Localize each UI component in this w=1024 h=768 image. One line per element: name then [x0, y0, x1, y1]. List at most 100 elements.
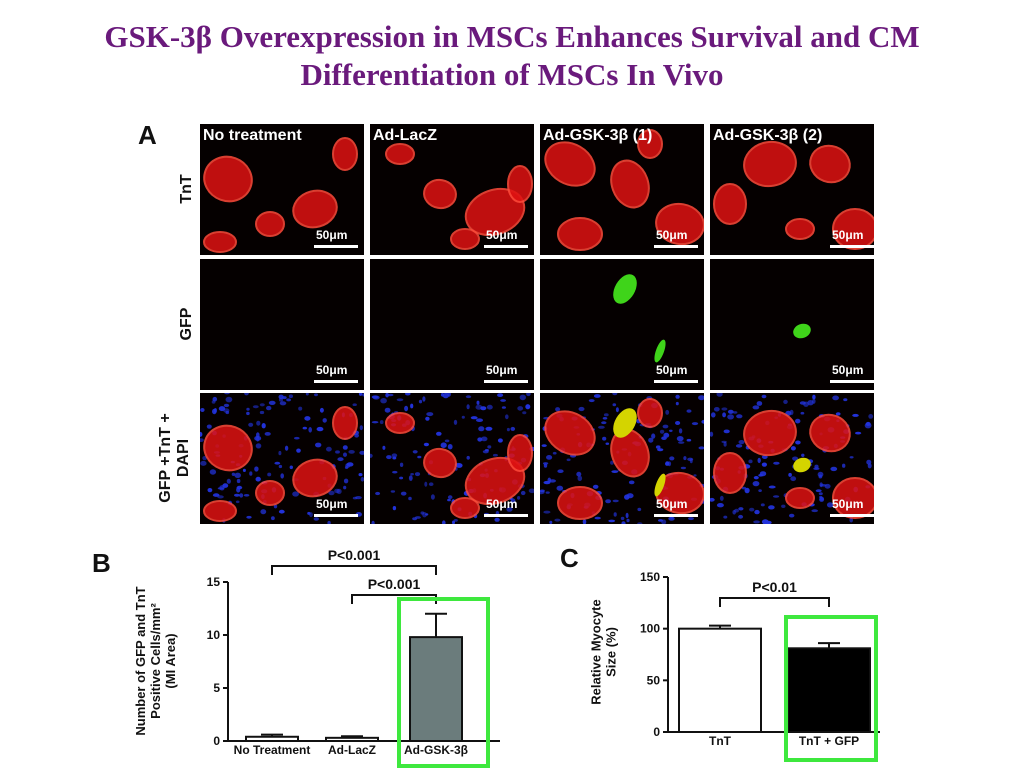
dapi-nucleus: [688, 517, 694, 521]
dapi-nucleus: [242, 468, 246, 472]
dapi-nucleus: [452, 520, 455, 524]
tnt-cell: [610, 159, 650, 209]
dapi-nucleus: [843, 398, 848, 402]
dapi-nucleus: [612, 393, 618, 396]
dapi-nucleus: [761, 519, 769, 524]
dapi-nucleus: [322, 418, 327, 423]
tnt-cell: [203, 500, 237, 522]
dapi-nucleus: [399, 476, 404, 480]
dapi-nucleus: [405, 393, 411, 396]
micrograph-r2-c3: 50μm: [540, 259, 704, 390]
dapi-nucleus: [379, 420, 384, 425]
dapi-nucleus: [864, 422, 872, 429]
dapi-nucleus: [326, 446, 332, 452]
micrograph-r1-c2: 50μm Ad-LacZ: [370, 124, 534, 255]
dapi-nucleus: [543, 463, 548, 468]
dapi-nucleus: [391, 453, 398, 458]
dapi-nucleus: [200, 438, 204, 442]
dapi-nucleus: [248, 422, 254, 427]
y-axis-label: Number of GFP and TnTPositive Cells/mm²(…: [133, 586, 178, 735]
dapi-nucleus: [485, 426, 493, 431]
dapi-nucleus: [500, 399, 506, 402]
scale-bar: [314, 245, 358, 248]
column-label: Ad-GSK-3β (2): [713, 127, 823, 144]
dapi-nucleus: [678, 428, 683, 434]
dapi-nucleus: [444, 439, 450, 443]
dapi-nucleus: [795, 440, 801, 445]
dapi-nucleus: [602, 417, 608, 420]
dapi-nucleus: [288, 394, 293, 398]
dapi-nucleus: [758, 489, 762, 492]
dapi-nucleus: [832, 395, 839, 401]
dapi-nucleus: [370, 453, 373, 458]
tnt-cell: [743, 140, 797, 188]
dapi-nucleus: [549, 520, 553, 524]
dapi-nucleus: [234, 472, 241, 478]
dapi-nucleus: [223, 403, 230, 408]
dapi-nucleus: [868, 414, 874, 419]
dapi-nucleus: [261, 423, 266, 429]
dapi-nucleus: [612, 499, 619, 503]
dapi-nucleus: [252, 405, 259, 409]
scale-bar-label: 50μm: [316, 228, 348, 242]
tnt-cell: [450, 497, 480, 519]
highlight-box: [784, 615, 878, 762]
dapi-nucleus: [410, 473, 414, 476]
gfp-cell: [654, 339, 666, 363]
dapi-nucleus: [392, 506, 397, 511]
dapi-nucleus: [213, 408, 217, 413]
dapi-nucleus: [598, 425, 605, 429]
dapi-nucleus: [665, 409, 670, 415]
p-value-label: P<0.001: [328, 547, 381, 563]
scale-bar-label: 50μm: [486, 497, 518, 511]
tnt-cell: [450, 228, 480, 250]
dapi-nucleus: [637, 507, 642, 512]
scale-bar: [830, 514, 874, 517]
dapi-nucleus: [761, 462, 767, 467]
dapi-nucleus: [246, 515, 252, 519]
dapi-nucleus: [436, 431, 442, 436]
x-tick-label: Ad-GSK-3β: [404, 743, 468, 757]
dapi-nucleus: [661, 519, 667, 524]
dapi-nucleus: [304, 416, 311, 421]
micrograph-r1-c4: 50μm Ad-GSK-3β (2): [710, 124, 874, 255]
dapi-nucleus: [274, 461, 281, 465]
significance-bracket: [271, 565, 437, 575]
dapi-nucleus: [602, 436, 607, 441]
dapi-nucleus: [525, 404, 531, 410]
dapi-nucleus: [759, 471, 767, 477]
dapi-nucleus: [543, 510, 551, 514]
dapi-nucleus: [722, 412, 726, 418]
dapi-nucleus: [477, 437, 483, 442]
dapi-nucleus: [359, 450, 364, 455]
dapi-nucleus: [601, 421, 607, 425]
x-tick-label: TnT: [709, 734, 732, 748]
dapi-nucleus: [476, 400, 480, 405]
dapi-nucleus: [624, 494, 630, 500]
dapi-nucleus: [408, 496, 412, 501]
bar: [245, 735, 299, 743]
dapi-nucleus: [669, 429, 673, 432]
significance-bracket: [719, 597, 830, 607]
dapi-nucleus: [480, 436, 488, 442]
scale-bar: [484, 514, 528, 517]
dapi-nucleus: [447, 498, 451, 502]
dapi-nucleus: [577, 475, 583, 481]
dapi-nucleus: [605, 442, 610, 445]
tnt-cell: [332, 137, 358, 171]
dapi-nucleus: [835, 412, 841, 416]
dapi-nucleus: [422, 396, 426, 402]
dapi-nucleus: [517, 496, 521, 500]
dapi-nucleus: [675, 421, 681, 425]
dapi-nucleus: [447, 393, 451, 397]
dapi-nucleus: [470, 416, 478, 420]
dapi-nucleus: [610, 460, 614, 465]
dapi-nucleus: [753, 520, 760, 524]
dapi-nucleus: [453, 519, 458, 522]
dapi-nucleus: [271, 516, 275, 521]
dapi-nucleus: [342, 445, 348, 450]
micrograph-r3-c3: 50μm: [540, 393, 704, 524]
dapi-nucleus: [812, 394, 816, 400]
dapi-nucleus: [380, 398, 387, 404]
tnt-cell: [203, 231, 237, 253]
